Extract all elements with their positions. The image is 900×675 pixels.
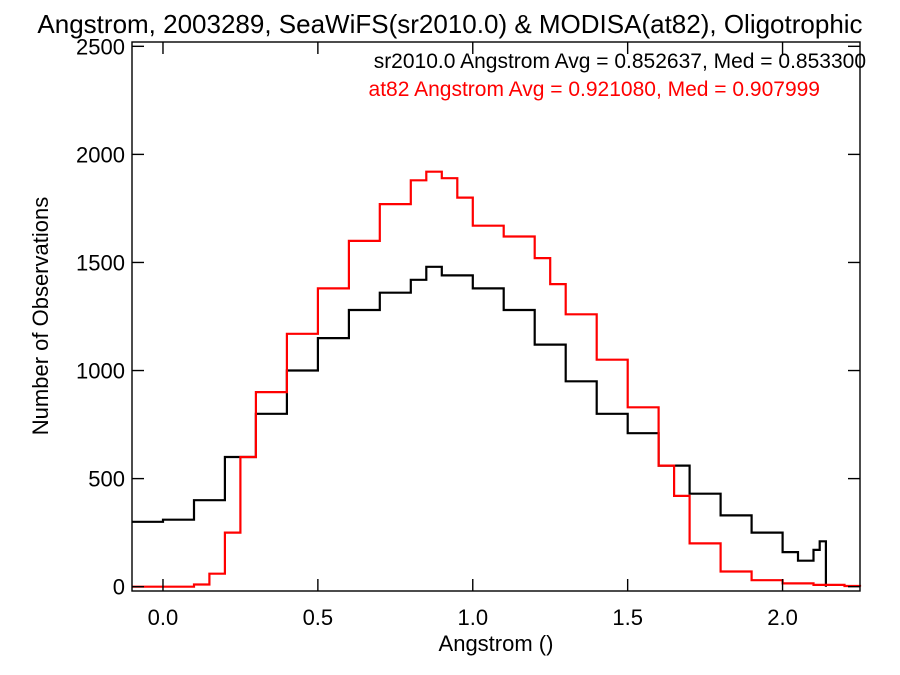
series-line-sr2010.0: [132, 265, 827, 587]
y-tick-label: 2500: [76, 34, 125, 59]
legend-entry-sr2010: sr2010.0 Angstrom Avg = 0.852637, Med = …: [374, 50, 866, 73]
legend-entry-at82: at82 Angstrom Avg = 0.921080, Med = 0.90…: [369, 78, 820, 101]
y-tick-label: 1000: [76, 359, 125, 384]
x-tick-label: 0.0: [148, 605, 179, 630]
y-axis-label: Number of Observations: [28, 197, 53, 435]
x-tick-label: 0.5: [303, 605, 334, 630]
axis-layer: 0 500 1000 1500 2000 2500 0.0 0.5 1.0 1.5 2.0: [76, 34, 860, 630]
chart-title: Angstrom, 2003289, SeaWiFS(sr2010.0) & M…: [37, 9, 862, 39]
plot-frame: [131, 41, 861, 592]
legend: sr2010.0 Angstrom Avg = 0.852637, Med = …: [369, 50, 866, 101]
x-axis-label: Angstrom (): [439, 631, 554, 656]
x-tick-label: 2.0: [767, 605, 798, 630]
series-line-at82: [132, 170, 862, 588]
series-layer: [132, 170, 862, 588]
y-tick-label: 2000: [76, 142, 125, 167]
x-tick-label: 1.5: [612, 605, 643, 630]
y-tick-label: 0: [113, 575, 125, 600]
y-tick-label: 500: [88, 467, 125, 492]
x-tick-label: 1.0: [457, 605, 488, 630]
y-tick-label: 1500: [76, 250, 125, 275]
